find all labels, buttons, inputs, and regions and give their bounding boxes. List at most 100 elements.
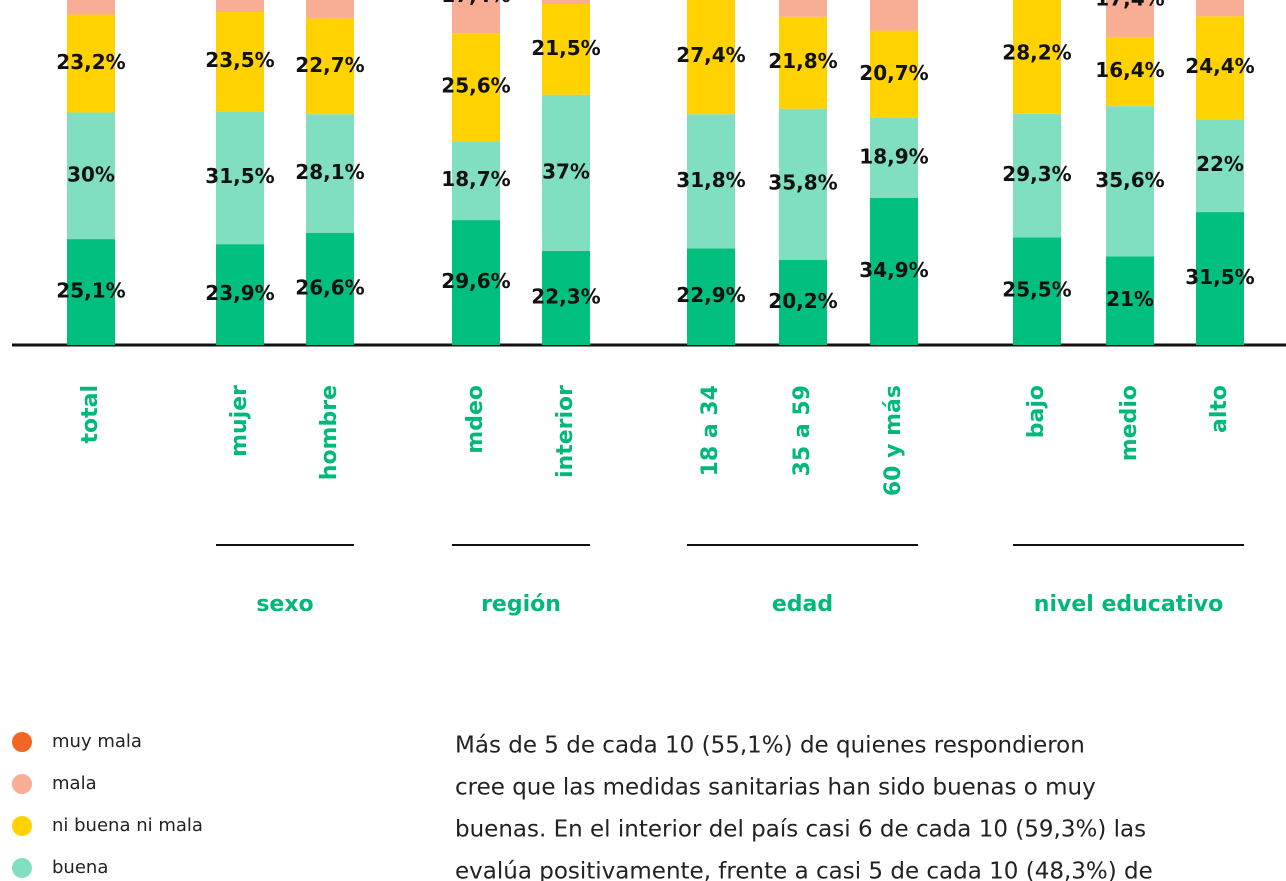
data-label: 25,5% <box>1002 278 1071 302</box>
data-label: 34,9% <box>859 258 928 282</box>
bar-segment <box>67 14 115 113</box>
bar-segment <box>216 0 264 13</box>
bar-segment <box>67 112 115 240</box>
x-tick-label: mdeo <box>463 385 488 454</box>
bar-segment <box>542 4 590 95</box>
bar-segment <box>67 0 115 15</box>
data-label: 26,6% <box>295 275 364 299</box>
group-label: sexo <box>256 592 313 617</box>
annotation-line: cree que las medidas sanitarias han sido… <box>455 775 1096 801</box>
data-label: 23,9% <box>205 281 274 305</box>
legend-swatch <box>12 858 32 878</box>
bar-segment <box>1196 119 1244 213</box>
bar-segment <box>870 0 918 31</box>
legend-swatch <box>12 774 32 794</box>
bar-segment <box>1013 237 1061 345</box>
bar-segment <box>1106 36 1154 107</box>
data-label: 22,9% <box>676 283 745 307</box>
bar-segment <box>67 239 115 345</box>
x-tick-label: bajo <box>1024 385 1049 438</box>
data-label: 31,5% <box>1185 265 1254 289</box>
bar-segment <box>779 108 827 260</box>
bar-segment <box>870 197 918 345</box>
bar-segment <box>1196 0 1244 17</box>
bar-segment <box>779 0 827 17</box>
data-label: 35,6% <box>1095 168 1164 192</box>
legend-label: buena <box>52 857 108 878</box>
data-label: 22% <box>1196 152 1244 176</box>
data-label: 28,1% <box>295 160 364 184</box>
data-label: 29,6% <box>441 269 510 293</box>
bar-segment <box>687 248 735 345</box>
legend-label: mala <box>52 773 97 794</box>
legend-label: muy mala <box>52 731 142 752</box>
bar-segment <box>452 141 500 221</box>
bar-segment <box>1106 0 1154 37</box>
data-label: 37% <box>542 159 590 183</box>
bar-segment <box>306 18 354 115</box>
data-label: 21% <box>1106 287 1154 311</box>
legend-swatch <box>12 732 32 752</box>
data-label: 30% <box>67 162 115 186</box>
bar-segment <box>779 16 827 109</box>
x-tick-label: total <box>78 385 103 444</box>
bar-segment <box>306 114 354 233</box>
x-tick-label: 18 a 34 <box>698 385 723 476</box>
x-tick-label: medio <box>1117 385 1142 461</box>
data-label: 24,4% <box>1185 54 1254 78</box>
bar-segment <box>1013 113 1061 238</box>
bar-segment <box>452 0 500 34</box>
bar-segment <box>1196 212 1244 345</box>
data-label: 17,4% <box>441 0 510 7</box>
data-label: 21,8% <box>768 49 837 73</box>
data-label: 22,7% <box>295 53 364 77</box>
data-label: 16,4% <box>1095 58 1164 82</box>
bar-segment <box>1013 0 1061 114</box>
bar-segment <box>1106 106 1154 257</box>
annotation-line: buenas. En el interior del país casi 6 d… <box>455 817 1146 843</box>
data-label: 35,8% <box>768 171 837 195</box>
bar-segment <box>542 0 590 5</box>
data-label: 28,2% <box>1002 41 1071 65</box>
bar-segment <box>542 94 590 251</box>
x-tick-label: alto <box>1207 385 1232 433</box>
bar-segment <box>687 114 735 249</box>
data-label: 25,1% <box>56 279 125 303</box>
data-label: 23,2% <box>56 50 125 74</box>
group-label: edad <box>772 592 833 617</box>
legend-label: ni buena ni mala <box>52 815 203 836</box>
bar-segment <box>216 12 264 112</box>
bar-segment <box>452 220 500 345</box>
data-label: 25,6% <box>441 74 510 98</box>
data-label: 18,7% <box>441 167 510 191</box>
data-label: 22,3% <box>531 284 600 308</box>
bar-segment <box>687 0 735 115</box>
annotation-line: evalúa positivamente, frente a casi 5 de… <box>455 859 1153 881</box>
data-label: 29,3% <box>1002 162 1071 186</box>
bar-segment <box>306 0 354 19</box>
x-tick-label: 35 a 59 <box>790 385 815 476</box>
bar-segment <box>1106 256 1154 345</box>
bar-segment <box>216 244 264 345</box>
bar-segment <box>870 117 918 198</box>
x-tick-label: mujer <box>227 385 252 457</box>
group-label: nivel educativo <box>1034 592 1223 617</box>
bar-segment <box>1196 16 1244 120</box>
group-label: región <box>481 592 561 617</box>
data-label: 23,5% <box>205 48 274 72</box>
annotation-line: Más de 5 de cada 10 (55,1%) de quienes r… <box>455 733 1085 759</box>
bar-segment <box>870 30 918 118</box>
x-tick-label: 60 y más <box>881 385 906 496</box>
bar-segment <box>452 33 500 142</box>
bar-segment <box>216 111 264 245</box>
bar-segment <box>779 259 827 345</box>
data-label: 18,9% <box>859 144 928 168</box>
data-label: 20,7% <box>859 61 928 85</box>
x-tick-label: interior <box>553 385 578 478</box>
bar-segment <box>306 232 354 345</box>
data-label: 27,4% <box>676 43 745 67</box>
bar-segment <box>542 250 590 345</box>
data-label: 17,4% <box>1095 0 1164 11</box>
